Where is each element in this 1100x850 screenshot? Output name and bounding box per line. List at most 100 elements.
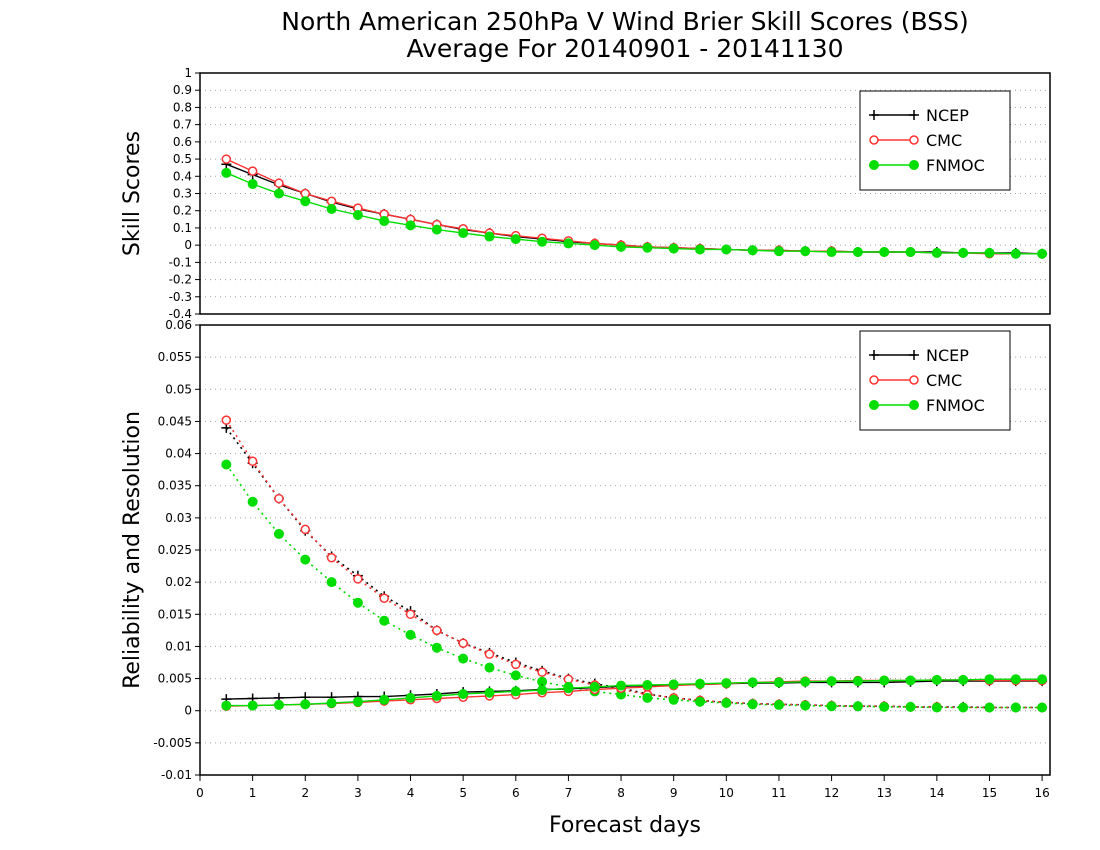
y-tick-label: 0.4 [173, 169, 192, 183]
y-tick-label: 0.7 [173, 118, 192, 132]
fnmoc-marker-21 [773, 677, 784, 688]
fnmoc-marker-9 [458, 228, 469, 239]
fnmoc-marker-22 [800, 676, 811, 687]
fnmoc-marker-6 [379, 216, 390, 227]
x-axis: 0 1 2 3 4 5 6 7 8 9 10 11 12 13 14 15 16 [196, 775, 1050, 800]
fnmoc-marker-14 [589, 240, 600, 251]
x-tick-label: 11 [771, 786, 786, 800]
cmc-marker-0 [221, 415, 232, 425]
legend-label: FNMOC [926, 396, 985, 415]
x-tick-label: 12 [824, 786, 839, 800]
fnmoc-marker-9 [458, 689, 469, 699]
y-tick-label: 0 [184, 238, 192, 252]
cmc-marker-3 [300, 524, 311, 535]
cmc-marker-2 [274, 178, 284, 188]
cmc-marker-a [869, 135, 879, 145]
fnmoc-marker-24 [852, 676, 863, 687]
fnmoc-marker-16 [642, 692, 653, 703]
fnmoc-marker-5 [352, 210, 363, 221]
legend-label: CMC [926, 371, 962, 390]
fnmoc-marker-29 [984, 702, 995, 713]
cmc-marker-1 [247, 456, 258, 467]
fnmoc-marker-15 [616, 241, 627, 252]
fnmoc-marker-13 [563, 238, 574, 249]
legend-item-cmc: CMC [869, 371, 962, 390]
fnmoc-marker-19 [721, 244, 732, 255]
fnmoc-marker-3 [300, 554, 311, 565]
fnmoc-marker-16 [642, 680, 653, 690]
fnmoc-marker-31 [1037, 674, 1048, 685]
chart-title: North American 250hPa V Wind Brier Skill… [281, 7, 968, 36]
legend-label: CMC [926, 131, 962, 150]
fnmoc-marker-27 [931, 247, 942, 258]
series-fnmoc-solid [221, 167, 1048, 259]
fnmoc-marker-8 [431, 642, 442, 653]
fnmoc-marker-11 [510, 686, 521, 697]
y-tick-label: 0.05 [165, 382, 192, 396]
fnmoc-marker-17 [668, 243, 679, 254]
legend-item-ncep: NCEP [869, 346, 969, 365]
fnmoc-marker-17 [668, 679, 679, 690]
legend-item-ncep: NCEP [869, 106, 969, 125]
cmc-marker-9 [458, 638, 468, 648]
fnmoc-marker-5 [352, 597, 363, 608]
fnmoc-marker-0 [221, 167, 232, 178]
cmc-marker-12 [537, 667, 547, 677]
fnmoc-marker-10 [484, 231, 495, 242]
fnmoc-marker-31 [1037, 702, 1048, 713]
fnmoc-marker-18 [695, 244, 705, 255]
y-tick-label: 0.045 [158, 414, 192, 428]
fnmoc-marker-21 [773, 699, 784, 710]
fnmoc-marker-10 [484, 662, 495, 673]
legend-label: NCEP [926, 106, 969, 125]
legend-item-fnmoc: FNMOC [869, 156, 985, 175]
y-tick-label: 0.035 [158, 479, 192, 493]
y-tick-label: 0.1 [173, 221, 192, 235]
fnmoc-marker-9 [458, 653, 469, 664]
cmc-marker-2 [274, 493, 284, 504]
x-tick-label: 10 [719, 786, 734, 800]
x-tick-label: 4 [407, 786, 415, 800]
fnmoc-marker-22 [800, 700, 811, 711]
y-tick-label: 0.2 [173, 204, 192, 218]
y-tick-label: 0.5 [173, 152, 192, 166]
fnmoc-marker-7 [405, 629, 416, 640]
fnmoc-marker-23 [826, 676, 837, 687]
fnmoc-marker-13 [563, 683, 574, 694]
y-tick-label: -0.2 [169, 273, 192, 287]
fnmoc-marker-30 [1010, 674, 1021, 685]
y-tick-label: 0 [184, 704, 192, 718]
cmc-marker-a [869, 375, 879, 385]
legend-item-fnmoc: FNMOC [869, 396, 985, 415]
x-tick-label: 7 [565, 786, 573, 800]
cmc-marker-7 [405, 609, 416, 620]
y-tick-label: 0.01 [165, 639, 192, 653]
y-tick-label: 0.06 [165, 318, 192, 332]
fnmoc-marker-12 [537, 685, 548, 696]
y-axis-label: Reliability and Resolution [120, 411, 145, 689]
fnmoc-marker-4 [326, 203, 337, 214]
x-tick-label: 2 [301, 786, 309, 800]
fnmoc-marker-18 [695, 696, 705, 707]
x-tick-label: 8 [617, 786, 625, 800]
fnmoc-marker-26 [905, 675, 916, 686]
fnmoc-marker-28 [958, 674, 969, 685]
ncep-marker-a [869, 350, 879, 360]
y-tick-label: 0.6 [173, 135, 192, 149]
fnmoc-marker-21 [773, 246, 784, 257]
fnmoc-marker-24 [852, 701, 863, 712]
fnmoc-marker-31 [1037, 248, 1048, 259]
fnmoc-marker-11 [510, 670, 521, 681]
fnmoc-marker-b [909, 400, 919, 410]
series-line [225, 464, 1043, 709]
fnmoc-marker-4 [326, 577, 337, 588]
fnmoc-marker-29 [984, 674, 995, 685]
fnmoc-marker-22 [800, 246, 811, 257]
fnmoc-marker-7 [405, 220, 416, 231]
y-tick-label: 0.8 [173, 100, 192, 114]
cmc-marker-b [909, 135, 919, 145]
fnmoc-marker-18 [695, 678, 705, 689]
cmc-marker-1 [247, 166, 258, 176]
skill-scores-panel: -0.4 -0.3 -0.2 -0.1 0 0.1 0.2 0.3 0.4 0.5 0.6 0.7 0.… [120, 66, 1051, 321]
y-tick-label: -0.005 [153, 736, 192, 750]
